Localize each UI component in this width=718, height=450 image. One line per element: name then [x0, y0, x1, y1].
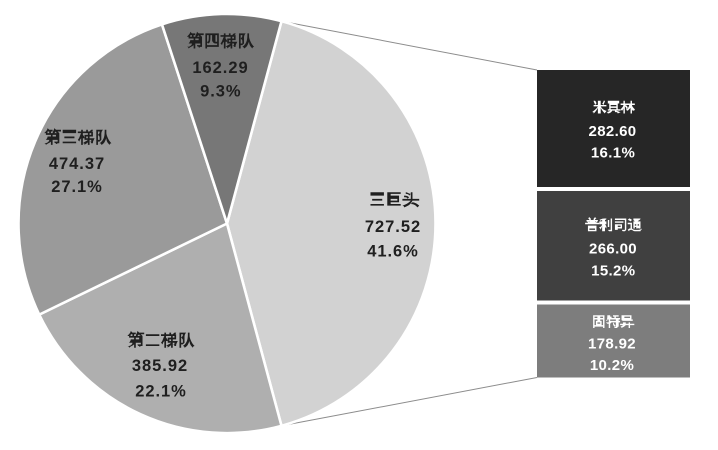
svg-text:162.29: 162.29 [192, 59, 248, 77]
svg-text:41.6%: 41.6% [367, 242, 419, 260]
svg-text:266.00: 266.00 [589, 240, 637, 257]
svg-text:178.92: 178.92 [588, 336, 636, 353]
svg-text:10.2%: 10.2% [590, 357, 634, 374]
svg-text:9.3%: 9.3% [200, 83, 241, 101]
svg-text:16.1%: 16.1% [591, 145, 635, 162]
svg-text:27.1%: 27.1% [51, 178, 103, 196]
svg-text:22.1%: 22.1% [135, 382, 187, 400]
svg-text:385.92: 385.92 [132, 357, 188, 375]
svg-text:15.2%: 15.2% [591, 262, 635, 279]
svg-text:282.60: 282.60 [589, 123, 637, 140]
svg-text:474.37: 474.37 [49, 155, 105, 173]
svg-text:727.52: 727.52 [365, 218, 421, 236]
